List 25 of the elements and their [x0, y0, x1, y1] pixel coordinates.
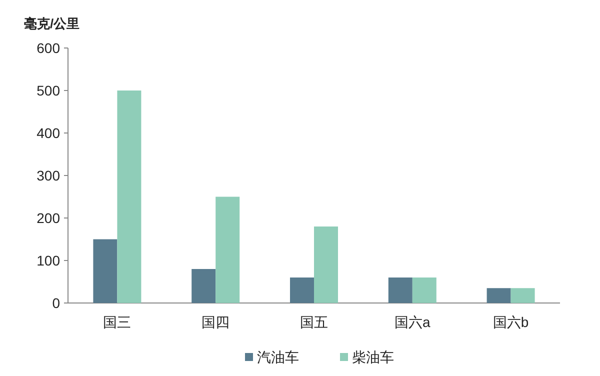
y-tick-label: 0 [52, 295, 60, 311]
bar [117, 90, 142, 303]
bar [192, 269, 216, 303]
x-tick-label: 国四 [202, 314, 230, 330]
legend-label: 汽油车 [257, 349, 299, 365]
y-tick-label: 100 [36, 252, 60, 268]
bar [486, 288, 511, 303]
x-tick-label: 国六a [394, 314, 430, 330]
y-tick-label: 600 [36, 40, 60, 56]
bar [93, 239, 118, 303]
y-tick-label: 200 [36, 210, 60, 226]
x-tick-label: 国六b [492, 314, 529, 330]
bar [290, 278, 314, 303]
y-tick-label: 400 [36, 125, 60, 141]
y-tick-label: 500 [36, 82, 60, 98]
x-tick-label: 国三 [103, 314, 132, 330]
bar [314, 226, 338, 303]
legend-label: 柴油车 [352, 349, 394, 365]
bar [412, 278, 436, 303]
y-axis-title: 毫克/公里 [24, 16, 80, 31]
x-tick-label: 国五 [300, 314, 328, 330]
bar [388, 278, 412, 303]
y-tick-label: 300 [36, 168, 60, 184]
bar [216, 196, 240, 303]
bar [510, 288, 535, 303]
